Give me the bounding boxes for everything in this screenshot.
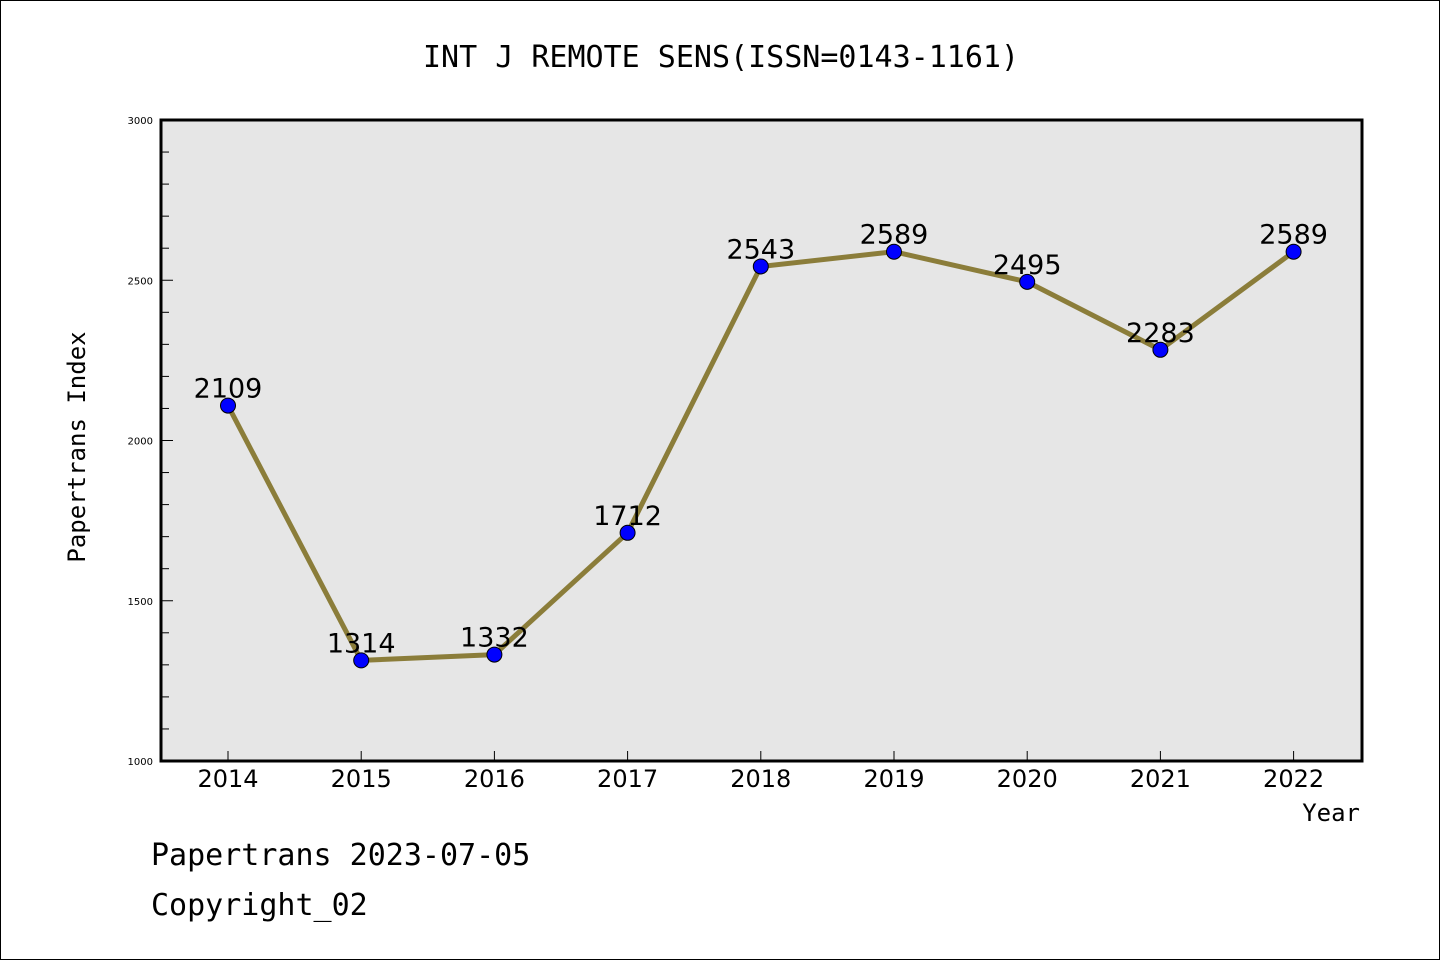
y-axis: 1000 1500 2000 2500 3000 xyxy=(128,116,173,768)
data-points xyxy=(220,243,1302,669)
data-label: 2589 xyxy=(860,220,929,251)
x-axis-label: Year xyxy=(1302,799,1360,827)
chart-title: INT J REMOTE SENS(ISSN=0143-1161) xyxy=(423,40,1019,75)
data-label: 1314 xyxy=(327,628,396,659)
plot-area xyxy=(159,118,1364,763)
data-labels: 2109 1314 1332 1712 2543 2589 2495 2283 2589 xyxy=(194,220,1328,660)
x-tick-label: 2016 xyxy=(464,765,525,793)
x-tick-label: 2021 xyxy=(1130,765,1191,793)
data-label: 2543 xyxy=(726,234,795,265)
x-tick-label: 2014 xyxy=(197,765,258,793)
data-point xyxy=(1019,273,1036,290)
x-tick-label: 2015 xyxy=(331,765,392,793)
x-tick-label: 2018 xyxy=(730,765,791,793)
data-point xyxy=(486,646,503,663)
data-label: 2589 xyxy=(1259,220,1328,251)
data-label: 2109 xyxy=(194,374,263,405)
data-label: 1712 xyxy=(593,501,662,532)
x-axis: 2014 2015 2016 2017 2018 2019 2020 2021 2022 xyxy=(197,751,1324,793)
y-tick-label: 1000 xyxy=(128,757,153,768)
data-point xyxy=(1285,243,1302,260)
data-label: 1332 xyxy=(460,623,529,654)
data-point xyxy=(619,524,636,541)
data-point xyxy=(220,397,236,414)
y-tick-label: 2500 xyxy=(128,276,153,287)
y-axis-label: Papertrans Index xyxy=(63,331,91,562)
footer-copyright: Copyright_02 xyxy=(151,888,368,923)
x-tick-label: 2019 xyxy=(863,765,924,793)
data-point xyxy=(353,652,370,669)
y-tick-label: 3000 xyxy=(128,116,153,127)
data-point xyxy=(1152,341,1169,358)
data-label: 2495 xyxy=(993,250,1062,281)
data-label: 2283 xyxy=(1126,318,1195,349)
y-tick-label: 1500 xyxy=(128,597,153,608)
x-tick-label: 2022 xyxy=(1263,765,1324,793)
x-tick-label: 2020 xyxy=(997,765,1058,793)
data-point xyxy=(886,243,902,260)
y-tick-label: 2000 xyxy=(128,437,153,448)
footer-date: Papertrans 2023-07-05 xyxy=(151,838,530,873)
x-tick-label: 2017 xyxy=(597,765,658,793)
data-point xyxy=(752,258,769,275)
